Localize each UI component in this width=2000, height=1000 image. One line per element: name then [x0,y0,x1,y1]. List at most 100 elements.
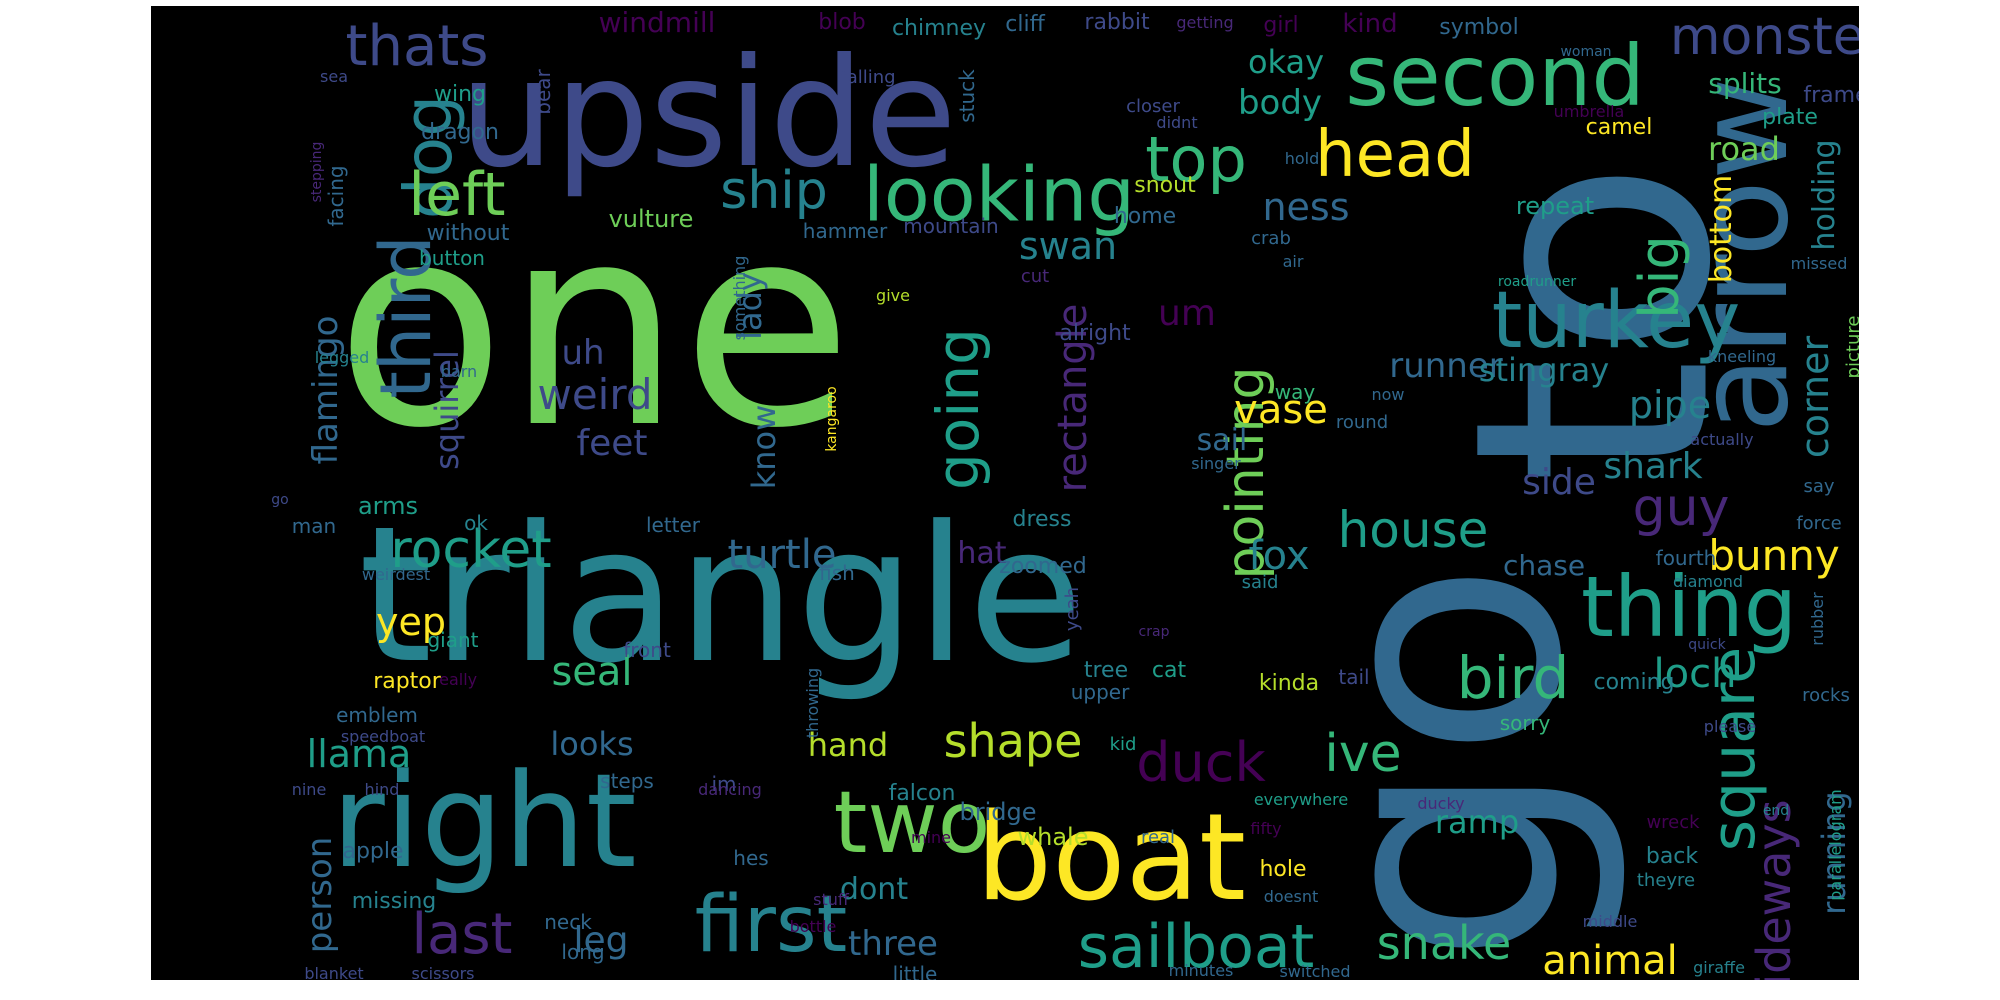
word-air: air [1282,252,1304,271]
word-ship: ship [720,161,828,221]
word-legged: legged [314,348,370,367]
word-picture: picture [1843,315,1859,379]
word-snake: snake [1376,916,1512,970]
word-stingray: stingray [1478,351,1610,389]
word-bear: bear [531,69,555,115]
word-blanket: blanket [304,964,364,981]
word-apple: apple [342,839,404,864]
word-person: person [300,836,340,954]
word-first: first [694,880,848,970]
word-swan: swan [1018,224,1118,268]
word-yeah: yeah [1062,586,1083,632]
word-one: one [335,165,853,489]
word-right: right [331,745,637,897]
word-throwing: throwing [803,667,822,739]
word-real: real [1140,827,1176,848]
word-umbrella: umbrella [1553,102,1625,121]
word-going: going [924,328,992,490]
word-yep: yep [376,600,446,644]
word-diamond: diamond [1672,572,1744,591]
word-way: way [1274,380,1316,404]
word-side: side [1522,462,1596,503]
word-body: body [1237,83,1323,123]
word-really: really [432,670,478,689]
word-please: please [1703,717,1757,736]
word-bottle: bottle [789,917,837,936]
word-doesnt: doesnt [1263,887,1319,906]
word-flamingo: flamingo [306,315,346,465]
word-cat: cat [1151,658,1187,683]
word-kneeling: kneeling [1707,347,1777,366]
word-closer: closer [1126,96,1180,117]
word-hes: hes [733,846,769,870]
word-said: said [1241,572,1279,593]
word-camel: camel [1585,115,1653,140]
word-house: house [1337,501,1489,559]
word-actually: actually [1690,430,1754,449]
word-big: big [1628,235,1691,319]
word-wing: wing [433,82,487,107]
word-seal: seal [551,649,633,695]
word-symbol: symbol [1439,15,1519,40]
word-fifty: fifty [1250,819,1282,838]
word-woman: woman [1560,44,1612,60]
word-rabbit: rabbit [1084,10,1150,35]
word-looks: looks [550,725,634,763]
word-letter: letter [645,513,701,537]
word-feet: feet [576,423,648,464]
word-fox: fox [1248,533,1310,579]
word-hand: hand [807,726,889,764]
word-stuck: stuck [955,69,979,123]
word-left: left [408,160,506,230]
word-um: um [1158,293,1216,334]
word-animal: animal [1542,938,1678,980]
word-missing: missing [351,889,437,914]
word-windmill: windmill [598,6,716,39]
word-roadrunner: roadrunner [1497,274,1577,290]
word-triangle: triangle [358,486,1084,705]
word-give: give [876,286,910,305]
word-everywhere: everywhere [1253,790,1349,809]
word-back: back [1645,844,1699,869]
word-dont: dont [839,872,909,907]
word-boat: boat [975,789,1247,928]
word-middle: middle [1582,912,1638,931]
word-cut: cut [1020,266,1050,287]
word-theyre: theyre [1636,870,1696,891]
word-upper: upper [1070,680,1130,704]
word-looking: looking [862,150,1136,239]
word-chimney: chimney [891,16,987,41]
word-vulture: vulture [608,205,694,233]
word-dragon: dragon [421,120,499,145]
word-ive: ive [1324,724,1402,784]
word-whale: whale [1017,823,1089,851]
word-shape: shape [943,714,1083,768]
word-nine: nine [291,780,327,799]
word-snout: snout [1134,173,1196,198]
word-blob: blob [818,10,866,35]
word-zoomed: zoomed [999,554,1087,579]
word-frame: frame [1803,83,1859,108]
word-top: top [1145,123,1247,196]
word-mountain: mountain [903,214,999,238]
word-sailboat: sailboat [1077,912,1315,980]
word-hole: hole [1259,857,1307,882]
word-layer: one to triangle upside go right boat arrow secon… [151,6,1859,981]
word-sea: sea [320,67,348,86]
word-duck: duck [1136,731,1266,794]
word-ness: ness [1262,185,1350,229]
word-hat: hat [957,536,1007,571]
word-runner: runner [1389,346,1503,386]
word-two: two [833,773,991,873]
word-getting: getting [1176,13,1234,32]
word-arms: arms [357,492,419,520]
word-without: without [426,221,510,246]
word-force: force [1796,513,1842,534]
word-kind: kind [1342,9,1398,39]
word-bottom: bottom [1704,174,1739,284]
word-falling: falling [840,67,896,88]
word-now: now [1371,385,1405,404]
word-round: round [1335,412,1389,433]
word-rocket: rocket [390,520,552,580]
word-upside: upside [459,27,957,201]
